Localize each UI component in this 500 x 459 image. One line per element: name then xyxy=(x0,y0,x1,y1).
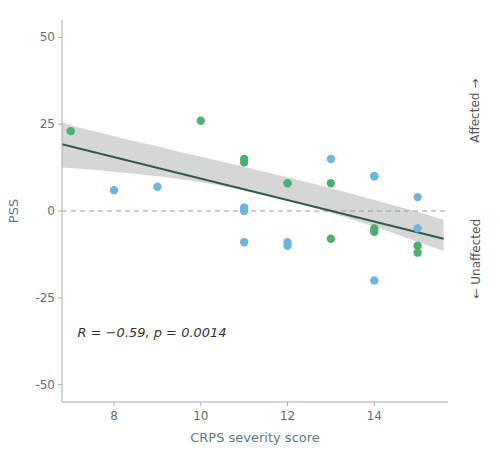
x-axis-label: CRPS severity score xyxy=(190,430,320,445)
point xyxy=(240,238,248,246)
point xyxy=(413,193,421,201)
y-tick xyxy=(58,124,62,125)
regression-line xyxy=(62,144,444,238)
confidence-band xyxy=(62,122,444,250)
point xyxy=(283,179,291,187)
y-tick-label: 50 xyxy=(40,30,55,44)
marks xyxy=(62,117,448,285)
y-tick xyxy=(58,211,62,212)
side-label: ← Unaffected xyxy=(469,219,483,299)
x-tick xyxy=(114,402,115,406)
point xyxy=(327,155,335,163)
point xyxy=(153,182,161,190)
point xyxy=(327,179,335,187)
point xyxy=(370,172,378,180)
annotation: R = −0.59, p = 0.0014 xyxy=(77,325,226,340)
y-tick xyxy=(58,297,62,298)
point xyxy=(66,127,74,135)
point xyxy=(370,172,378,180)
point xyxy=(413,224,421,232)
reference-line xyxy=(62,211,448,212)
axes: 8 10 12 14 -50 -25 0 25 50 xyxy=(35,20,448,423)
point xyxy=(413,248,421,256)
x-tick-label: 8 xyxy=(110,409,118,423)
y-tick-label: 25 xyxy=(40,117,55,131)
y-tick xyxy=(58,384,62,385)
y-tick-label: 0 xyxy=(47,204,55,218)
point xyxy=(327,235,335,243)
x-tick xyxy=(374,402,375,406)
point xyxy=(370,276,378,284)
y-tick-label: -50 xyxy=(35,378,55,392)
y-tick xyxy=(58,37,62,38)
x-tick-label: 10 xyxy=(193,409,208,423)
chart: 8 10 12 14 -50 -25 0 25 50 CRPS severity score PSS… xyxy=(0,0,500,459)
side-label: Affected → xyxy=(469,79,483,143)
point xyxy=(370,228,378,236)
y-tick-label: -25 xyxy=(35,291,55,305)
point xyxy=(197,117,205,125)
y-axis-label: PSS xyxy=(6,199,21,223)
point xyxy=(110,186,118,194)
x-axis-line xyxy=(62,402,448,403)
x-tick xyxy=(287,402,288,406)
x-tick-label: 14 xyxy=(367,409,382,423)
x-tick-label: 12 xyxy=(280,409,295,423)
point xyxy=(240,207,248,215)
x-tick xyxy=(200,402,201,406)
point xyxy=(283,242,291,250)
point xyxy=(240,158,248,166)
